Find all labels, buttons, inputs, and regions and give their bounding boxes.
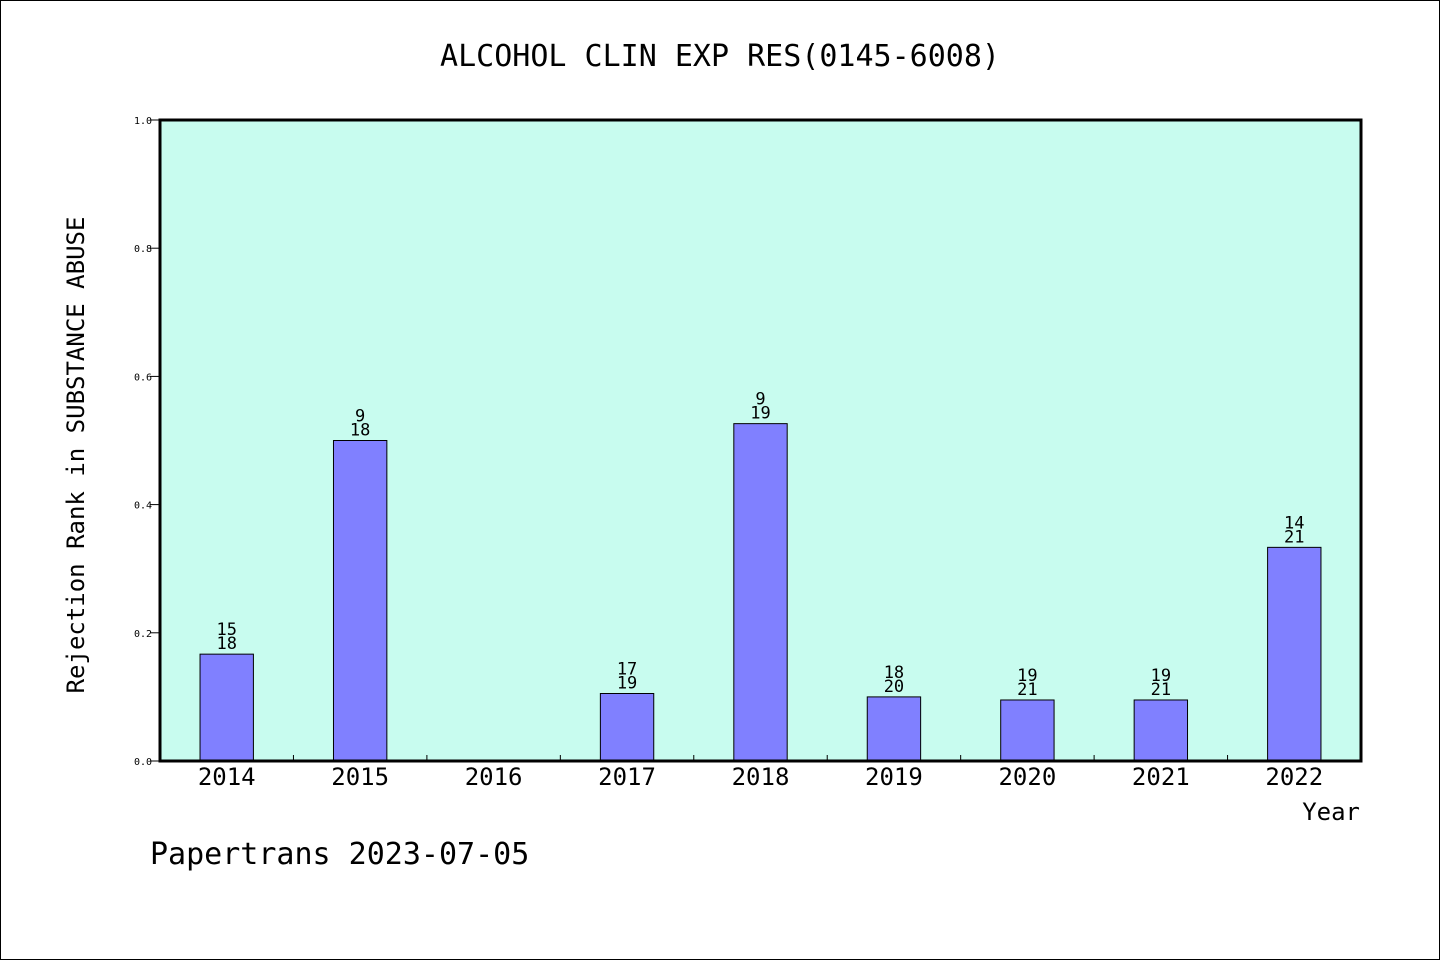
bar-label-bottom: 18 (216, 634, 236, 654)
bar-2015 (332, 440, 388, 762)
bars (199, 423, 1322, 762)
bar-label-top: 19 (1151, 666, 1171, 686)
bar-label-top: 9 (755, 390, 765, 410)
bar-label-top: 14 (1284, 513, 1304, 533)
x-tick-label: 2022 (1265, 763, 1323, 791)
x-tick-label: 2017 (598, 763, 656, 791)
bar-2019 (866, 696, 922, 762)
y-tick-label: 0.6 (134, 372, 152, 383)
bar-label-bottom: 19 (617, 674, 637, 694)
plot-border (158, 118, 1363, 763)
bar-label-bottom: 18 (350, 421, 370, 441)
x-tick-label: 2018 (732, 763, 790, 791)
bar-label-bottom: 21 (1017, 680, 1037, 700)
x-axis: 2014 2015 2016 2017 2018 2019 2020 2021 2022 (198, 755, 1323, 791)
y-tick-label: 0.8 (134, 244, 152, 255)
bar-2020 (1000, 699, 1055, 762)
y-axis-label: Rejection Rank in SUBSTANCE ABUSE (62, 217, 90, 694)
bar-label-bottom: 21 (1284, 527, 1304, 547)
y-tick-label: 0.2 (134, 629, 152, 640)
x-tick-label: 2014 (198, 763, 256, 791)
y-axis: 0.0 0.2 0.4 0.6 0.8 1.0 (134, 116, 160, 768)
bar-label-top: 15 (216, 620, 236, 640)
bar-label-bottom: 19 (750, 404, 770, 424)
bar-2018 (733, 423, 788, 762)
bar-label-bottom: 20 (884, 677, 904, 697)
chart-title: ALCOHOL CLIN EXP RES(0145-6008) (440, 39, 1000, 74)
x-tick-label: 2015 (331, 763, 389, 791)
x-tick-label: 2016 (465, 763, 523, 791)
bar-2021 (1133, 699, 1189, 762)
y-tick-label: 0.4 (134, 501, 152, 512)
bar-2014 (199, 653, 254, 762)
bar-label-bottom: 21 (1151, 680, 1171, 700)
x-tick-label: 2019 (865, 763, 923, 791)
x-tick-label: 2021 (1132, 763, 1190, 791)
bar-label-top: 9 (355, 407, 365, 427)
bar-label-top: 19 (1017, 666, 1037, 686)
y-tick-label: 0.0 (134, 757, 152, 768)
x-axis-label: Year (1302, 798, 1360, 826)
bar-2017 (599, 693, 655, 762)
y-tick-label: 1.0 (134, 116, 152, 127)
footer-credit: Papertrans 2023-07-05 (150, 837, 529, 872)
x-tick-label: 2020 (998, 763, 1056, 791)
bar-2022 (1267, 546, 1322, 762)
bar-label-top: 18 (884, 663, 904, 683)
bar-label-top: 17 (617, 660, 637, 680)
